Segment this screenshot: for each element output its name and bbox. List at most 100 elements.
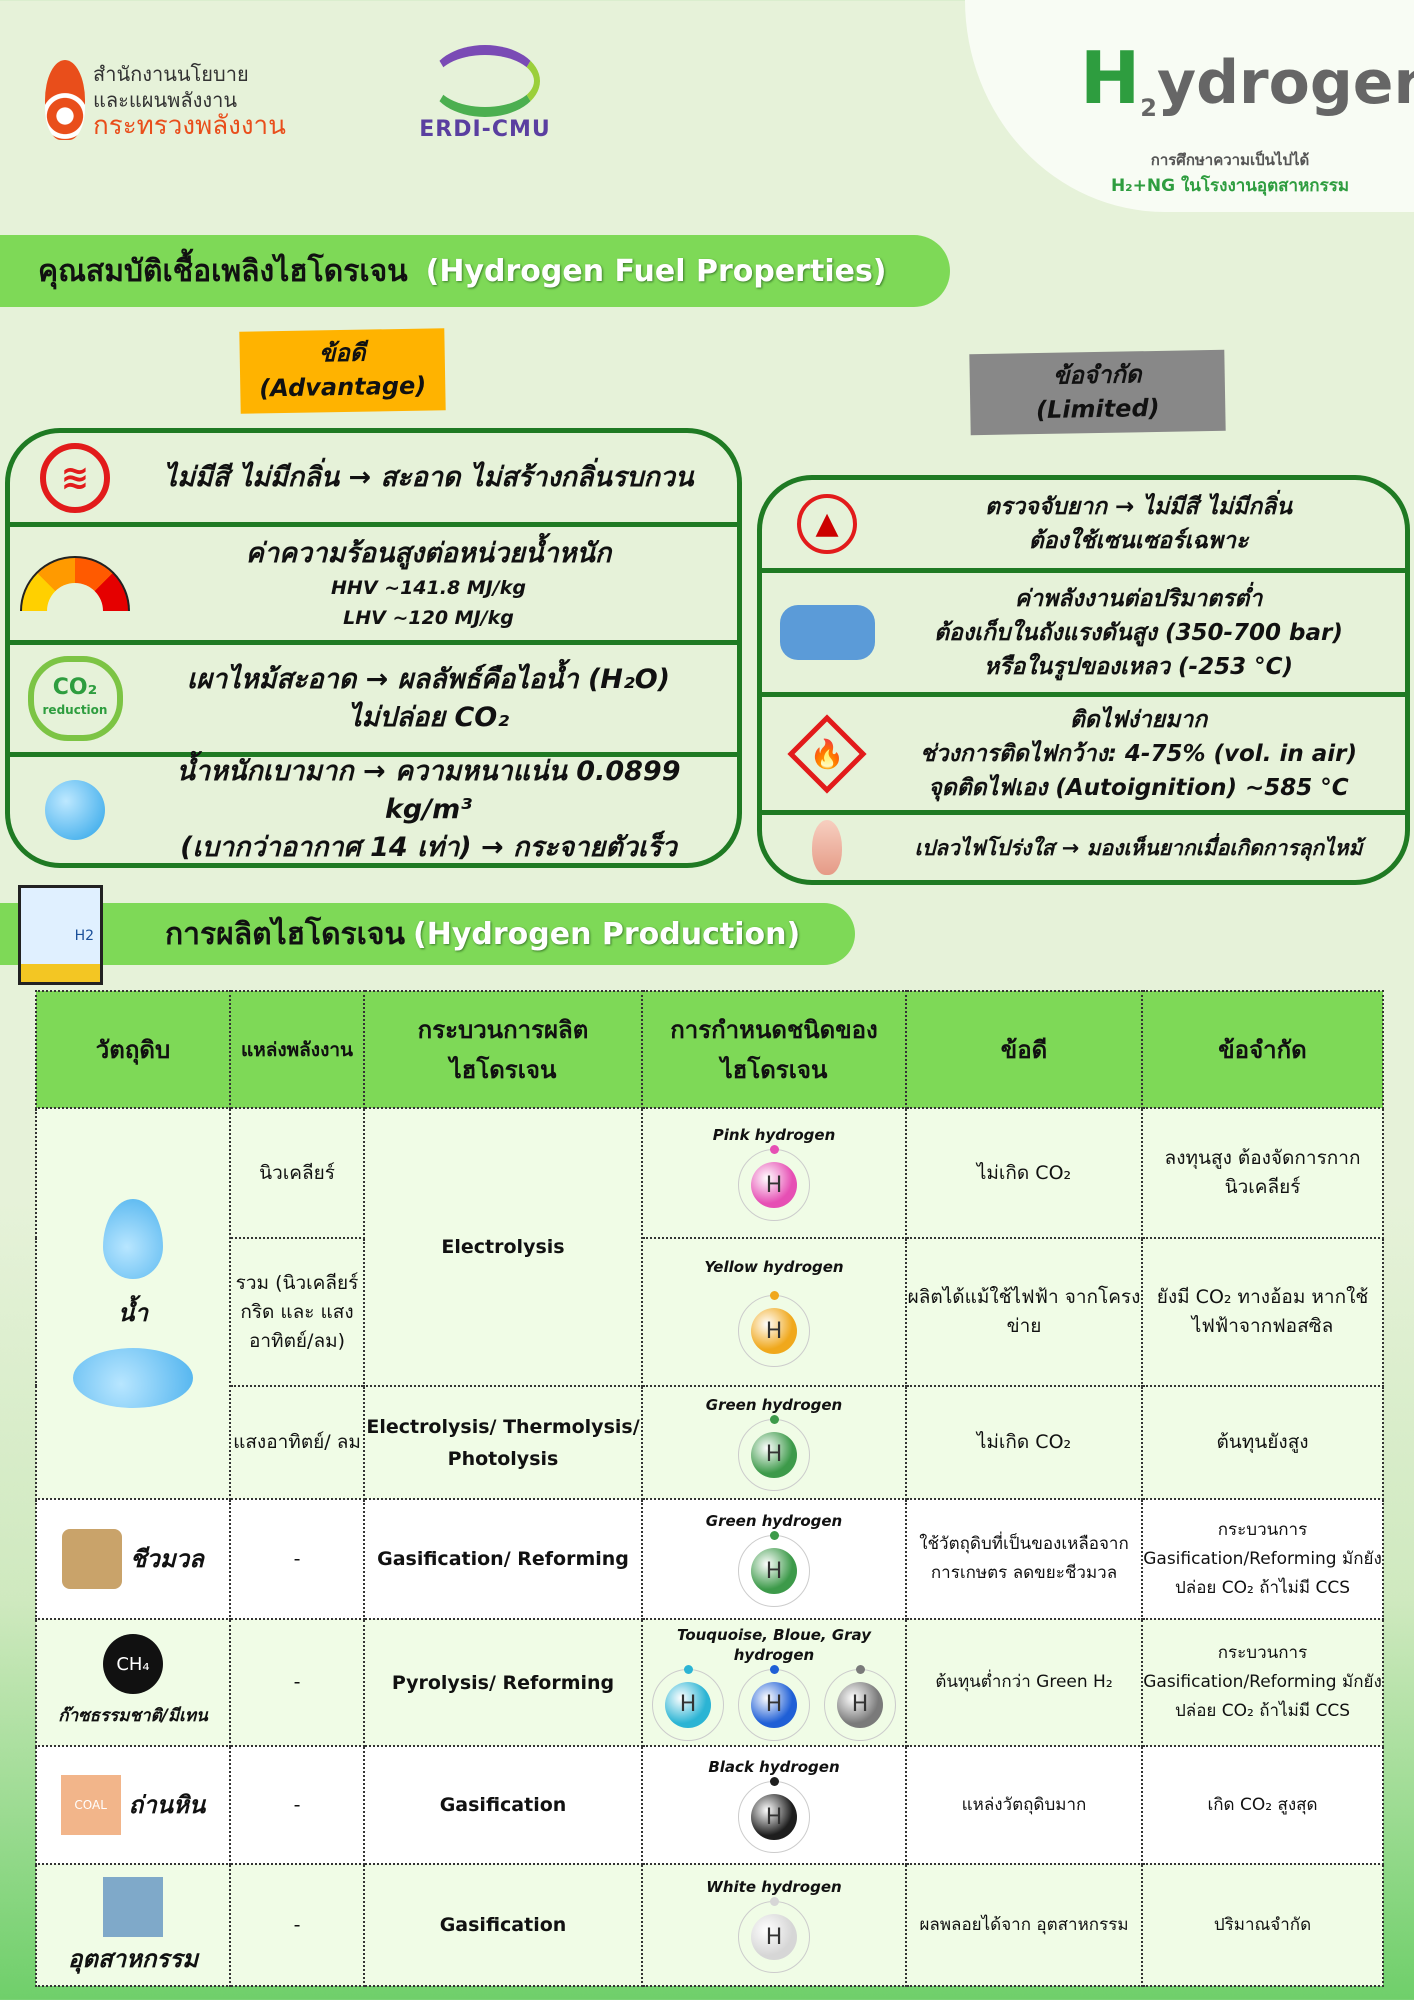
column-header: การกำหนดชนิดของไฮโดรเจน bbox=[641, 990, 907, 1109]
tag-en: (Limited) bbox=[1035, 393, 1160, 425]
limited-box: ▲ ตรวจจับยาก → ไม่มีสี ไม่มีกลิ่น ต้องใช้เ… bbox=[757, 475, 1410, 885]
electrolyzer-icon: H2 bbox=[18, 885, 103, 985]
hydrogen-atom-icon: H bbox=[738, 1145, 810, 1221]
cons-cell: กระบวนการ Gasification/Reforming มักยังป… bbox=[1141, 1618, 1384, 1747]
type-cell: Touquoise, Bloue, Gray hydrogen H H H bbox=[641, 1618, 907, 1747]
cons-cell: ยังมี CO₂ ทางอ้อม หากใช้ไฟฟ้าจากฟอสซิล bbox=[1141, 1237, 1384, 1387]
limited-item: 🔥 ติดไฟง่ายมาก ช่วงการติดไฟกว้าง: 4-75% (v… bbox=[762, 697, 1405, 815]
logo-h: H bbox=[1080, 36, 1141, 120]
process-cell: Electrolysis bbox=[363, 1107, 643, 1387]
hydrogen-type-label: Green hydrogen bbox=[705, 1395, 843, 1414]
item-text: เปลวไฟโปร่งใส → มองเห็นยากเมื่อเกิดการลุ… bbox=[914, 835, 1363, 860]
material-cell: COAL ถ่านหิน bbox=[35, 1745, 231, 1865]
co2-reduction-icon: CO₂ reduction bbox=[27, 656, 123, 741]
item-text: น้ำหนักเบามาก → ความหนาแน่น 0.0899 kg/m³ bbox=[176, 756, 681, 825]
process-cell: Gasification bbox=[363, 1863, 643, 1987]
advantage-item: ≋ ไม่มีสี ไม่มีกลิ่น → สะอาด ไม่สร้างกลิ่… bbox=[10, 433, 737, 527]
pros-cell: ผลิตได้แม้ใช้ไฟฟ้า จากโครงข่าย bbox=[905, 1237, 1143, 1387]
column-header: แหล่งพลังงาน bbox=[229, 990, 365, 1109]
type-cell: Yellow hydrogen H bbox=[641, 1237, 907, 1387]
item-text: ต้องใช้เซนเซอร์เฉพาะ bbox=[1028, 528, 1249, 554]
source-cell: - bbox=[229, 1618, 365, 1747]
factory-icon bbox=[103, 1876, 163, 1937]
no-fire-icon: ≋ bbox=[40, 442, 110, 513]
pros-cell: แหล่งวัตถุดิบมาก bbox=[905, 1745, 1143, 1865]
cons-cell: เกิด CO₂ สูงสุด bbox=[1141, 1745, 1384, 1865]
item-text: ไม่มีสี ไม่มีกลิ่น → สะอาด ไม่สร้างกลิ่น… bbox=[163, 461, 694, 493]
atom-letter: H bbox=[751, 1681, 797, 1728]
icon-text: reduction bbox=[42, 702, 108, 717]
material-cell: อุตสาหกรรม bbox=[35, 1863, 231, 1987]
advantage-item: CO₂ reduction เผาไหม้สะอาด → ผลลัพธ์คือไอน… bbox=[10, 645, 737, 757]
table-row: แสงอาทิตย์/ ลม Electrolysis/ Thermolysis… bbox=[36, 1385, 1384, 1500]
pros-cell: ต้นทุนต่ำกว่า Green H₂ bbox=[905, 1618, 1143, 1747]
properties-title-banner: คุณสมบัติเชื้อเพลิงไฮโดรเจน (Hydrogen Fue… bbox=[0, 235, 950, 307]
table-row: อุตสาหกรรม - Gasification White hydrogen… bbox=[35, 1863, 1384, 1987]
material-label: ชีวมวล bbox=[130, 1544, 204, 1573]
item-text: ค่าความร้อนสูงต่อหน่วยน้ำหนัก bbox=[245, 537, 612, 569]
logo-word: ydrogen bbox=[1156, 48, 1414, 118]
water-splash-icon bbox=[73, 1348, 193, 1408]
hydrogen-atom-icon: H bbox=[824, 1664, 896, 1741]
material-cell: น้ำ bbox=[35, 1107, 231, 1500]
type-cell: Pink hydrogen H bbox=[641, 1107, 907, 1239]
production-title-banner: การผลิตไฮโดรเจน (Hydrogen Production) bbox=[0, 903, 855, 965]
type-cell: Green hydrogen H bbox=[641, 1385, 907, 1500]
atom-letter: H bbox=[751, 1548, 797, 1594]
source-cell: - bbox=[229, 1745, 365, 1865]
source-cell: - bbox=[229, 1498, 365, 1620]
water-drop-icon bbox=[103, 1199, 163, 1279]
hydrogen-atom-icon: H bbox=[738, 1664, 810, 1741]
gauge-icon bbox=[20, 556, 130, 613]
material-cell: ชีวมวล bbox=[35, 1498, 231, 1620]
molecule-icon bbox=[45, 780, 105, 840]
title-en: (Hydrogen Fuel Properties) bbox=[425, 253, 887, 289]
material-label: ก๊าซธรรมชาติ/มีเทน bbox=[58, 1706, 208, 1726]
erdi-swirl-icon bbox=[430, 45, 540, 117]
atom-letter: H bbox=[751, 1431, 797, 1478]
item-text: หรือในรูปของเหลว (-253 °C) bbox=[983, 653, 1293, 680]
hydrogen-atom-icon: H bbox=[738, 1897, 810, 1973]
hydrogen-type-label: White hydrogen bbox=[706, 1878, 842, 1896]
icon-text: CH₄ bbox=[116, 1653, 150, 1675]
hydrogen-atom-icon: H bbox=[738, 1531, 810, 1607]
advantage-tag: ข้อดี (Advantage) bbox=[239, 328, 446, 414]
hydrogen-type-label: Black hydrogen bbox=[708, 1758, 840, 1776]
table-row: รวม (นิวเคลียร์ กริด และ แสงอาทิตย์/ลม) … bbox=[36, 1237, 1384, 1387]
column-header: กระบวนการผลิตไฮโดรเจน bbox=[363, 990, 643, 1109]
atom-letter: H bbox=[751, 1914, 797, 1960]
item-text: (เบากว่าอากาศ 14 เท่า) → กระจายตัวเร็ว bbox=[180, 832, 677, 863]
ministry-logo: สำนักงานนโยบาย และแผนพลังงาน กระทรวงพลังงา… bbox=[45, 55, 385, 145]
process-cell: Gasification bbox=[363, 1745, 643, 1865]
limited-item: ▲ ตรวจจับยาก → ไม่มีสี ไม่มีกลิ่น ต้องใช้เ… bbox=[762, 480, 1405, 573]
cons-cell: ปริมาณจำกัด bbox=[1141, 1863, 1384, 1987]
advantage-item: น้ำหนักเบามาก → ความหนาแน่น 0.0899 kg/m³… bbox=[10, 756, 737, 863]
table-header-row: วัตถุดิบ แหล่งพลังงาน กระบวนการผลิตไฮโดร… bbox=[35, 990, 1384, 1109]
logo-sub: 2 bbox=[1140, 94, 1157, 122]
material-label: ถ่านหิน bbox=[128, 1790, 206, 1819]
source-cell: แสงอาทิตย์/ ลม bbox=[229, 1385, 365, 1500]
hydrogen-atom-icon: H bbox=[738, 1414, 810, 1491]
logo-subtitle: การศึกษาความเป็นไปได้ bbox=[1150, 151, 1310, 169]
item-text: ต้องเก็บในถังแรงดันสูง (350-700 bar) bbox=[934, 619, 1343, 646]
title-th: การผลิตไฮโดรเจน bbox=[165, 916, 406, 952]
hydrogen-type-label: Yellow hydrogen bbox=[704, 1258, 844, 1276]
flame-icon bbox=[812, 820, 842, 875]
source-cell: รวม (นิวเคลียร์ กริด และ แสงอาทิตย์/ลม) bbox=[229, 1237, 365, 1387]
material-cell: CH₄ ก๊าซธรรมชาติ/มีเทน bbox=[35, 1618, 231, 1747]
item-text: จุดติดไฟเอง (Autoignition) ~585 °C bbox=[928, 774, 1349, 801]
biomass-icon bbox=[62, 1529, 123, 1589]
hydrogen-type-label: Pink hydrogen bbox=[712, 1126, 836, 1144]
process-cell: Gasification/ Reforming bbox=[363, 1498, 643, 1620]
hydrogen-atom-icon: H bbox=[738, 1777, 810, 1853]
process-cell: Electrolysis/ Thermolysis/ Photolysis bbox=[363, 1385, 643, 1500]
table-row: COAL ถ่านหิน - Gasification Black hydroge… bbox=[35, 1745, 1384, 1865]
cons-cell: กระบวนการ Gasification/Reforming มักยังป… bbox=[1141, 1498, 1384, 1620]
atom-letter: H bbox=[837, 1681, 883, 1728]
item-text: HHV ~141.8 MJ/kg bbox=[331, 576, 526, 599]
no-smell-icon: ▲ bbox=[797, 494, 857, 554]
atom-letter: H bbox=[751, 1794, 797, 1840]
logo-line: สำนักงานนโยบาย bbox=[93, 61, 249, 86]
tag-th: ข้อจำกัด bbox=[1052, 360, 1142, 390]
logo-subtitle: H₂+NG ในโรงงานอุตสาหกรรม bbox=[1110, 176, 1350, 196]
